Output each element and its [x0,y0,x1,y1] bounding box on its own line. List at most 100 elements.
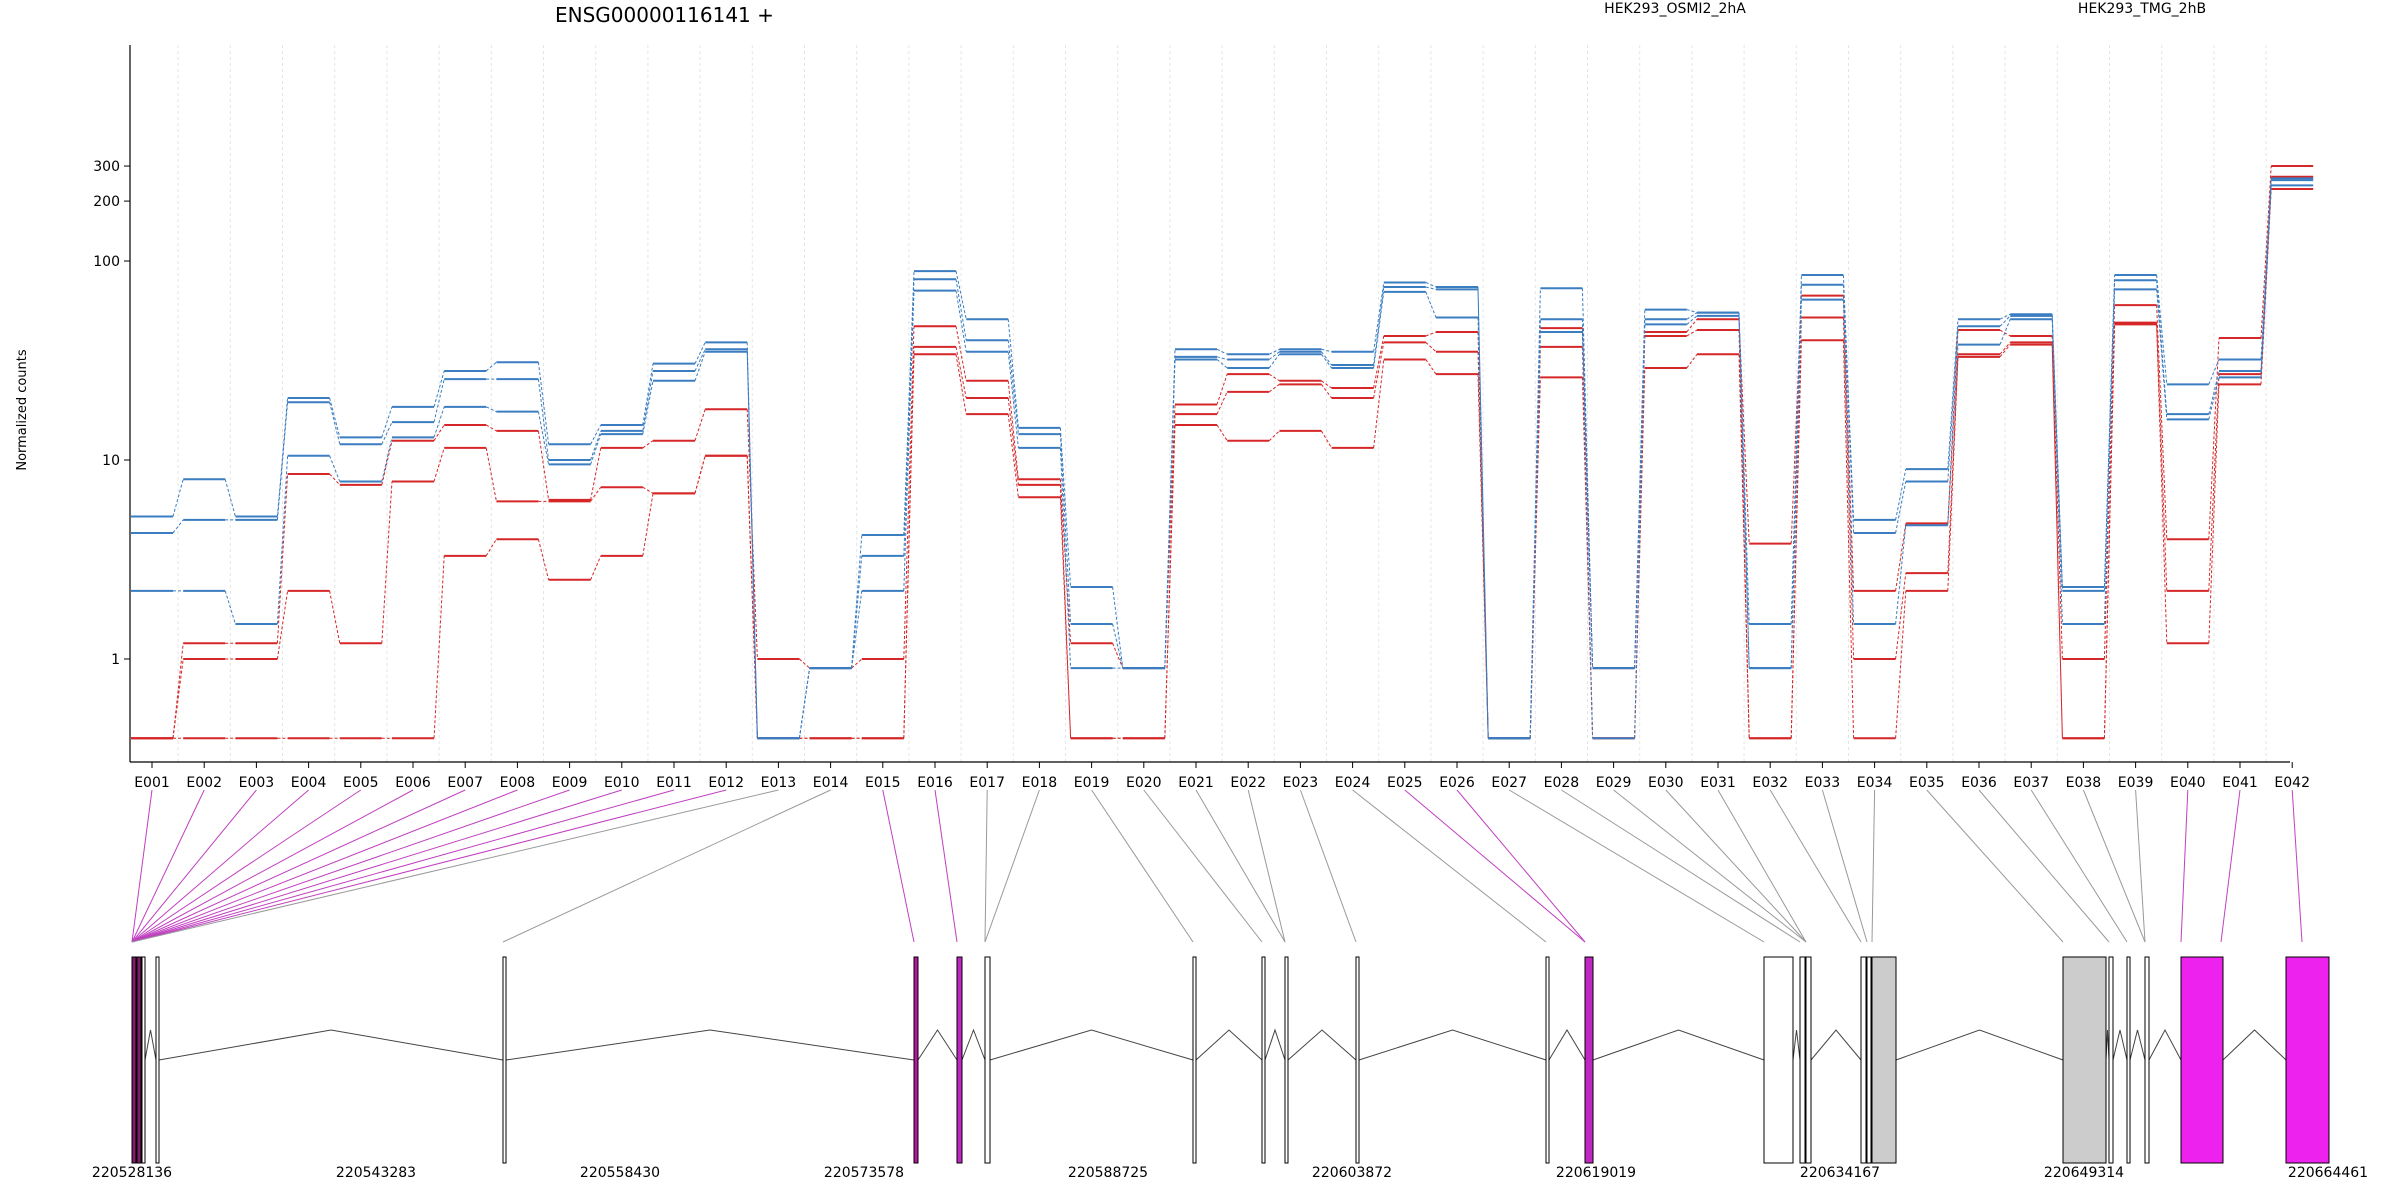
series-connector [590,430,602,461]
exon-connector-line [131,789,205,943]
exon-connector-line [1404,789,1586,943]
exon-box [1805,956,1812,1164]
exon-box [2144,956,2150,1164]
x-tick-label: E037 [2013,775,2049,791]
exon-box [155,956,160,1164]
series-connector [2103,324,2116,739]
series-connector [172,479,184,517]
coordinate-tick-label: 220573578 [824,1165,904,1181]
series-connector [1320,353,1333,369]
series-connector [329,402,341,445]
series-connector [433,406,445,438]
series-connector [1321,380,1332,389]
series-connector [2208,359,2220,385]
series-connector [1059,497,1072,739]
exon-connector-line [1091,789,1194,943]
series-connector [1842,295,1855,591]
series-connector [172,519,184,534]
series-connector [537,539,550,580]
series-connector [590,486,602,502]
series-connector [746,351,758,739]
gene-model [131,956,2330,1164]
x-tick-label: E026 [1439,775,1475,791]
exon-box [2180,956,2224,1164]
exon-box [2126,956,2131,1164]
x-tick-label: E010 [604,775,640,791]
coordinate-tick-label: 220528136 [92,1165,172,1181]
series-connector [2260,185,2272,378]
series-connector [903,326,915,660]
x-ticks: E001 E002 E003 E004 E005 E006 E007 E008 E009 E010… [134,762,2310,791]
series-connector [1425,359,1437,375]
x-tick-label: E016 [917,775,953,791]
series-connector [1686,318,1698,333]
exon-connector-line [1871,789,1876,943]
intron-line [158,1029,504,1061]
series-connector [329,473,341,486]
series-connector [642,370,654,432]
x-tick-label: E041 [2222,775,2258,791]
series-connector [1947,329,1959,524]
intron-line [2129,1029,2146,1061]
series-connector [590,424,602,445]
series-connector [1373,342,1385,399]
series-connector [2208,370,2220,415]
series-connector [1268,351,1280,360]
series-connector [1738,319,1750,544]
coordinate-tick-label: 220634167 [1800,1165,1880,1181]
exon-connector-line [131,789,362,943]
series-connector [1947,326,1959,482]
series-connector [1425,331,1437,337]
series-connector [694,342,706,364]
x-tick-label: E036 [1961,775,1997,791]
x-tick-label: E008 [500,775,536,791]
series-connector [433,370,445,407]
intron-line [917,1029,958,1061]
series-connector [485,447,497,502]
legend-entry-osmi2: HEK293_OSMI2_2hA [1604,1,1746,17]
x-tick-label: E035 [1909,775,1945,791]
exon-connector-line [1665,789,1807,943]
series-connector [1999,344,2011,358]
series-connector [1425,286,1437,290]
series-connector [1895,525,1907,625]
x-tick-label: E021 [1178,775,1214,791]
series-connector [2103,280,2116,591]
y-tick-label: 100 [93,254,120,270]
series-connector [1216,391,1228,415]
series-connector [433,378,445,423]
exon-box [1866,956,1872,1164]
series-connector [955,290,967,352]
series-connector [955,326,967,381]
series-connector [1477,374,1489,739]
x-tick-label: E031 [1700,775,1736,791]
series-connector [329,397,341,438]
series-connector [485,538,497,557]
series-connector [1007,340,1019,435]
x-tick-label: E023 [1283,775,1319,791]
series-connector [276,590,289,660]
series-connector [851,658,863,669]
series-connector [903,279,915,556]
x-tick-label: E015 [865,775,901,791]
series-connector [433,447,445,482]
series-connector [1895,481,1907,534]
exon-box [502,956,507,1164]
x-tick-label: E004 [291,775,327,791]
exon-box [1192,956,1197,1164]
series-connector [2156,324,2168,644]
series-connector [537,362,550,445]
y-tick-label: 10 [102,453,120,469]
series-connector [1999,313,2011,320]
exon-box [1584,956,1594,1164]
x-tick-label: E042 [2274,775,2310,791]
exon-box [2062,956,2107,1164]
exon-box [131,956,137,1164]
series-connector [1164,359,1176,669]
exon-connector-line [1769,789,1862,943]
x-tick-label: E018 [1022,775,1058,791]
series-connector [1007,397,1019,485]
series-connector [903,290,915,591]
series-connector [485,361,497,372]
series-connector [1268,373,1280,382]
